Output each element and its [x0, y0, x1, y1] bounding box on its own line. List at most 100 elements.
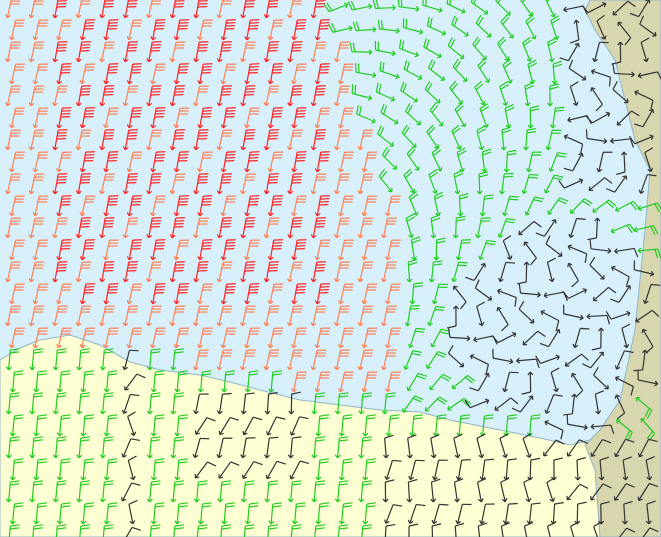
wind-barb	[193, 173, 209, 195]
wind-barb	[240, 392, 255, 415]
wind-barb	[402, 18, 424, 35]
wind-barb	[351, 84, 373, 101]
wind-barb	[334, 85, 350, 107]
wind-barb	[193, 129, 209, 151]
wind-barb	[122, 173, 138, 195]
wind-barb	[635, 396, 653, 419]
wind-barb	[406, 372, 428, 392]
wind-barb	[244, 195, 260, 217]
wind-barb	[569, 198, 593, 214]
wind-barb	[429, 102, 444, 127]
wind-barb	[79, 151, 95, 173]
wind-barb	[581, 1, 607, 14]
wind-barb	[496, 306, 509, 332]
wind-barb	[314, 283, 330, 305]
wind-barb	[550, 367, 560, 393]
wind-barb	[240, 261, 256, 283]
wind-barb	[637, 527, 659, 537]
wind-barb	[287, 436, 302, 459]
wind-barb	[173, 107, 190, 129]
wind-barb	[287, 217, 303, 239]
wind-barb	[454, 522, 465, 537]
wind-barb	[7, 524, 20, 537]
wind-barb	[56, 458, 71, 481]
wind-barb	[170, 480, 185, 503]
wind-barb	[338, 195, 354, 217]
wind-barb	[431, 523, 442, 537]
wind-barb	[287, 480, 302, 503]
wind-barb	[381, 146, 398, 170]
wind-barb	[197, 107, 213, 129]
wind-barb	[311, 480, 326, 503]
wind-barb	[352, 21, 377, 33]
wind-barb	[494, 397, 519, 411]
wind-barb	[622, 456, 632, 481]
wind-barb	[148, 524, 161, 537]
wind-barb	[426, 350, 447, 370]
wind-barb	[384, 523, 396, 537]
wind-barb	[9, 63, 25, 85]
wind-barb	[385, 327, 401, 349]
wind-barb	[334, 261, 350, 283]
wind-barb	[358, 480, 373, 503]
wind-barb	[621, 500, 633, 525]
wind-barb	[76, 480, 91, 503]
wind-barb	[310, 305, 327, 327]
wind-barb	[587, 217, 601, 241]
wind-barb	[407, 503, 426, 524]
wind-barb	[56, 370, 71, 393]
wind-barb	[75, 173, 91, 195]
wind-barb	[637, 202, 661, 213]
wind-barb	[385, 283, 401, 305]
wind-barb	[523, 521, 534, 537]
wind-barb	[612, 0, 636, 16]
wind-barb	[291, 19, 307, 41]
wind-barb	[546, 521, 556, 537]
wind-barb	[382, 479, 395, 503]
wind-barb	[32, 283, 49, 305]
wind-barb	[385, 371, 401, 393]
wind-barb	[640, 417, 656, 442]
wind-barb	[406, 258, 418, 283]
wind-barb	[287, 41, 303, 63]
wind-barb	[403, 168, 416, 194]
wind-barb	[360, 524, 373, 537]
wind-barb	[291, 107, 307, 129]
wind-barb	[174, 502, 189, 525]
wind-barb	[605, 175, 628, 193]
wind-barb	[5, 261, 21, 283]
wind-barb	[499, 172, 514, 195]
wind-barb	[336, 524, 349, 537]
wind-barb	[103, 458, 118, 481]
wind-barb	[431, 459, 448, 481]
wind-barb	[146, 41, 162, 63]
wind-barb	[5, 305, 21, 327]
wind-barb	[126, 283, 143, 305]
wind-barb	[593, 521, 602, 537]
wind-barb	[146, 85, 162, 107]
wind-barb	[216, 173, 232, 195]
wind-barb	[79, 239, 95, 261]
wind-barb	[52, 173, 68, 195]
wind-barb	[522, 433, 532, 458]
wind-barb	[517, 261, 530, 285]
wind-barb	[589, 239, 612, 254]
wind-barb	[80, 370, 95, 393]
wind-barb	[633, 260, 655, 277]
wind-barb	[567, 262, 579, 288]
wind-barb	[334, 436, 349, 459]
wind-barb	[357, 129, 374, 151]
wind-barb	[172, 524, 185, 537]
wind-barb	[621, 323, 631, 349]
wind-barb	[122, 217, 139, 239]
wind-barb	[338, 327, 354, 349]
wind-barb	[75, 261, 92, 283]
wind-barb	[521, 173, 539, 195]
wind-barb	[449, 80, 463, 105]
wind-barb	[9, 502, 24, 525]
wind-barb	[357, 349, 374, 371]
wind-barb	[455, 503, 472, 525]
wind-barb	[500, 522, 511, 537]
